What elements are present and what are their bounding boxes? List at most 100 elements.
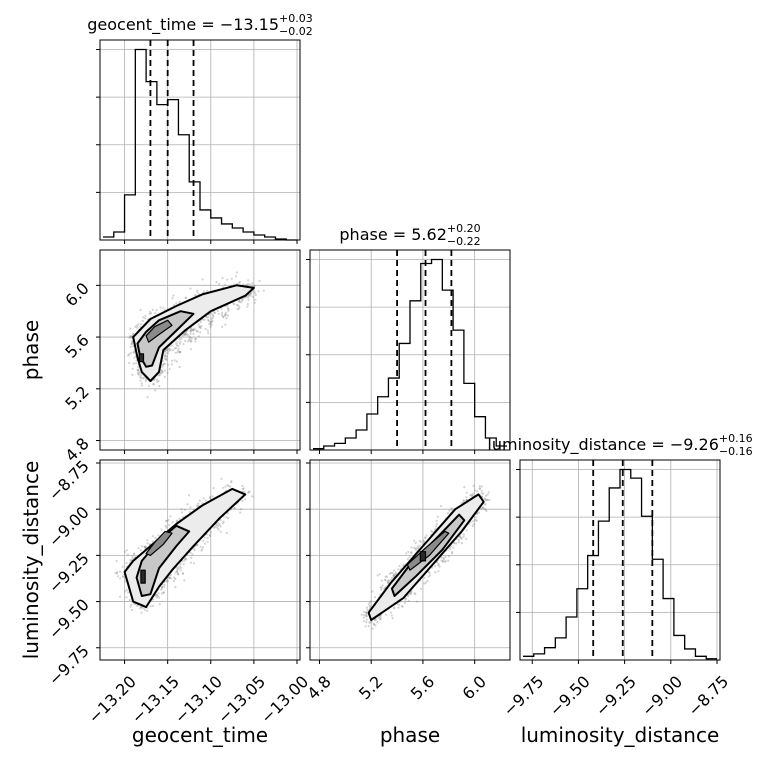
sample-point	[248, 490, 251, 493]
sample-point	[434, 571, 437, 574]
sample-point	[480, 489, 483, 492]
sample-point	[450, 508, 453, 511]
sample-point	[192, 562, 196, 565]
x-axis-label-phase: phase	[380, 723, 440, 747]
sample-point	[206, 537, 209, 540]
sample-point	[222, 522, 225, 525]
sample-point	[125, 588, 128, 592]
sample-point	[235, 271, 238, 274]
sample-point	[224, 314, 228, 317]
sample-point	[190, 337, 193, 340]
sample-point	[379, 618, 382, 621]
hist-frame	[99, 39, 301, 241]
sample-point	[163, 583, 166, 586]
sample-point	[170, 359, 174, 362]
sample-point	[132, 332, 135, 335]
sample-point	[222, 315, 225, 318]
sample-point	[152, 383, 155, 386]
sample-point	[477, 511, 481, 514]
sample-point	[384, 579, 387, 582]
sample-point	[232, 302, 235, 305]
sample-point	[189, 561, 193, 564]
sample-point	[249, 292, 252, 295]
sample-point	[442, 558, 446, 561]
sample-point	[220, 313, 223, 317]
sample-point	[137, 323, 140, 326]
sample-point	[197, 323, 200, 326]
sample-point	[190, 329, 193, 332]
sample-point	[183, 559, 186, 562]
sample-point	[215, 281, 218, 284]
sample-point	[410, 552, 413, 555]
sample-point	[392, 574, 395, 577]
sample-point	[146, 609, 149, 612]
sample-point	[449, 547, 452, 550]
sample-point	[129, 351, 132, 355]
title-prefix: geocent_time =	[87, 15, 220, 35]
x-tick-label-luminosity_distance: −9.00	[638, 672, 686, 720]
sample-point	[253, 284, 256, 287]
sample-point	[130, 335, 133, 338]
sample-point	[129, 605, 132, 608]
sample-point	[139, 308, 142, 312]
x-tick-label-phase: 6.0	[459, 672, 490, 703]
sample-point	[122, 575, 125, 578]
sample-point	[202, 318, 205, 321]
sample-point	[476, 490, 479, 493]
sample-point	[132, 345, 135, 348]
sample-point	[225, 317, 228, 320]
sample-point	[388, 572, 392, 575]
sample-point	[121, 565, 124, 568]
sample-point	[138, 371, 141, 374]
sample-point	[406, 558, 409, 561]
sample-point	[470, 493, 473, 496]
sample-point	[144, 608, 147, 611]
sample-point	[151, 535, 154, 538]
sample-point	[178, 365, 181, 369]
sample-point	[184, 333, 187, 336]
sample-point	[178, 342, 181, 345]
sample-point	[125, 549, 128, 552]
sample-point	[469, 494, 472, 497]
sample-point	[478, 487, 482, 490]
sample-point	[237, 300, 240, 303]
sample-point	[407, 550, 410, 554]
sample-point	[200, 324, 203, 328]
sample-point	[217, 312, 220, 315]
sample-point	[173, 576, 176, 579]
sample-point	[171, 297, 174, 300]
pair-panel-geocent_time-phase	[96, 249, 301, 454]
sample-point	[233, 507, 236, 510]
sample-point	[375, 618, 378, 621]
sample-point	[158, 374, 161, 377]
sample-point	[387, 579, 391, 582]
sample-point	[262, 289, 265, 292]
sample-point	[196, 543, 199, 547]
sample-point	[137, 365, 140, 368]
sample-point	[410, 590, 413, 593]
sample-point	[423, 576, 426, 579]
sample-point	[472, 523, 475, 526]
sample-point	[362, 610, 366, 613]
sample-point	[116, 571, 119, 574]
sample-point	[151, 308, 154, 311]
sample-point	[225, 305, 229, 308]
sample-point	[210, 320, 213, 323]
sample-point	[242, 487, 245, 490]
sample-point	[428, 571, 431, 575]
sample-point	[140, 376, 143, 379]
sample-point	[198, 325, 201, 328]
sample-point	[405, 597, 408, 600]
sample-point	[208, 496, 212, 499]
sample-point	[175, 360, 178, 363]
sample-point	[175, 520, 178, 523]
sample-point	[143, 376, 146, 379]
sample-point	[140, 382, 143, 385]
sample-point	[457, 538, 460, 542]
sample-point	[241, 484, 244, 488]
sample-point	[184, 558, 187, 561]
sample-point	[176, 573, 180, 576]
sample-point	[129, 559, 132, 562]
sample-point	[225, 531, 228, 535]
sample-point	[192, 332, 195, 335]
